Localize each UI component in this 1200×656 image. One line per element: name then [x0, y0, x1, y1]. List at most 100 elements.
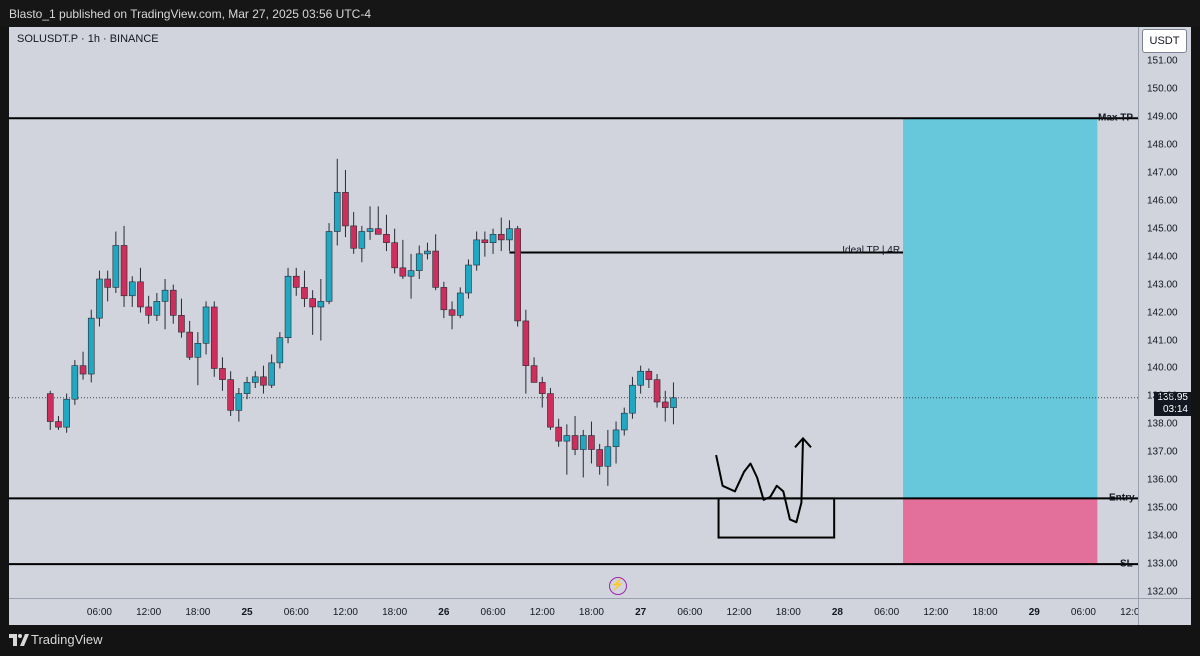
time-axis[interactable]: 06:00 12:00 18:00 25 06:00 12:00 18:00 26 06:00 1…: [9, 598, 1138, 625]
candle-body: [645, 370, 653, 380]
candle-body: [637, 370, 644, 386]
candle-body: [522, 320, 530, 366]
price-axis[interactable]: USDT 138.95 03:14 132.00 133.00 134.00 135.…: [1138, 27, 1191, 598]
candle-body: [194, 342, 202, 358]
time-tick: 06:00: [677, 607, 703, 618]
symbol-label: SOLUSDT.P · 1h · BINANCE: [17, 33, 159, 45]
candle-body: [227, 379, 234, 411]
time-tick: 18:00: [775, 607, 801, 618]
price-tick: 138.00: [1147, 418, 1178, 430]
candle-body: [563, 435, 571, 442]
candle-body: [358, 231, 366, 249]
candle-body: [251, 376, 259, 383]
time-tick: 18:00: [185, 607, 211, 618]
time-tick: 29: [1028, 607, 1040, 618]
candle-body: [481, 239, 489, 243]
candle-body: [473, 239, 480, 266]
candle-body: [112, 245, 120, 288]
candle-body: [104, 278, 111, 288]
candle-body: [63, 398, 70, 428]
candle-body: [342, 192, 349, 227]
candle-body: [383, 233, 390, 243]
candle-body: [79, 365, 87, 375]
price-tick: 141.00: [1147, 335, 1178, 346]
candle-body: [629, 384, 636, 414]
candle-body: [620, 412, 628, 431]
candle-body: [506, 228, 513, 241]
candle-body: [186, 331, 193, 358]
time-tick: 12:00: [726, 607, 752, 618]
time-tick: 12:00: [923, 607, 949, 618]
candle-body: [55, 421, 62, 428]
price-tick: 145.00: [1147, 223, 1178, 235]
candle-body: [169, 289, 177, 316]
time-tick: 06:00: [1070, 607, 1096, 618]
price-tick: 147.00: [1147, 167, 1178, 179]
price-chart[interactable]: [9, 27, 1138, 598]
candle-body: [87, 317, 95, 375]
candle-body: [210, 306, 218, 369]
price-tick: 134.00: [1147, 530, 1178, 542]
drawn-path-arrow: [715, 438, 804, 524]
max-tp-label: Max TP: [1098, 112, 1134, 124]
candle-body: [670, 397, 677, 408]
candle-body: [309, 298, 316, 308]
price-tick: 137.00: [1147, 446, 1178, 458]
candle-body: [260, 376, 267, 386]
time-tick: 18:00: [578, 607, 604, 618]
candle-body: [161, 289, 169, 302]
candle-body: [588, 435, 595, 450]
candle-body: [489, 233, 497, 243]
currency-button[interactable]: USDT: [1142, 29, 1187, 53]
time-tick: 18:00: [382, 607, 408, 618]
publish-bar: Blasto_1 published on TradingView.com, M…: [0, 0, 1200, 27]
candle-body: [424, 250, 431, 255]
candle-body: [96, 278, 103, 319]
candle-body: [333, 192, 341, 232]
candle-body: [317, 301, 325, 308]
time-tick: 06:00: [86, 607, 112, 618]
candle-body: [46, 393, 54, 422]
time-tick: 12:00: [529, 607, 555, 618]
candle-body: [555, 426, 562, 442]
candle-body: [292, 275, 300, 288]
price-tick: 148.00: [1147, 139, 1178, 151]
brand-name: TradingView: [31, 632, 103, 647]
time-tick: 06:00: [480, 607, 506, 618]
price-tick: 143.00: [1147, 279, 1178, 291]
price-tick: 135.00: [1147, 502, 1178, 514]
axis-corner: [1138, 598, 1191, 625]
candle-body: [301, 287, 308, 299]
chart-pane[interactable]: SOLUSDT.P · 1h · BINANCE Ideal TP | 4R ⚡: [9, 27, 1138, 598]
price-tick: 132.00: [1147, 586, 1178, 598]
candle-body: [391, 242, 398, 269]
price-tick: 133.00: [1147, 558, 1178, 570]
candle-body: [432, 250, 439, 288]
time-tick: 06:00: [874, 607, 900, 618]
price-tick: 149.00: [1147, 111, 1178, 123]
candle-body: [571, 435, 579, 450]
bolt-icon[interactable]: ⚡: [609, 577, 627, 595]
candle-body: [465, 264, 472, 294]
candle-body: [243, 382, 251, 394]
candle-body: [71, 365, 79, 400]
last-price-label: 138.95 03:14: [1154, 391, 1191, 416]
candle-body: [137, 281, 144, 308]
drawn-range-box: [717, 497, 836, 539]
time-tick: 26: [438, 607, 450, 618]
time-tick: 12:00: [136, 607, 162, 618]
candle-body: [399, 267, 407, 277]
candle-body: [538, 382, 546, 394]
candle-body: [219, 368, 226, 380]
time-tick: 27: [635, 607, 647, 618]
price-tick: 144.00: [1147, 251, 1178, 263]
price-tick: 140.00: [1147, 362, 1178, 374]
price-tick: 139.00: [1147, 390, 1178, 402]
time-tick: 28: [831, 607, 843, 618]
time-tick: 12:00: [1120, 607, 1138, 618]
candle-body: [497, 233, 505, 241]
price-tick: 150.00: [1147, 83, 1178, 95]
candle-body: [202, 306, 210, 344]
ideal-tp-label: Ideal TP | 4R: [842, 245, 901, 257]
sl-label: SL: [1120, 558, 1133, 570]
